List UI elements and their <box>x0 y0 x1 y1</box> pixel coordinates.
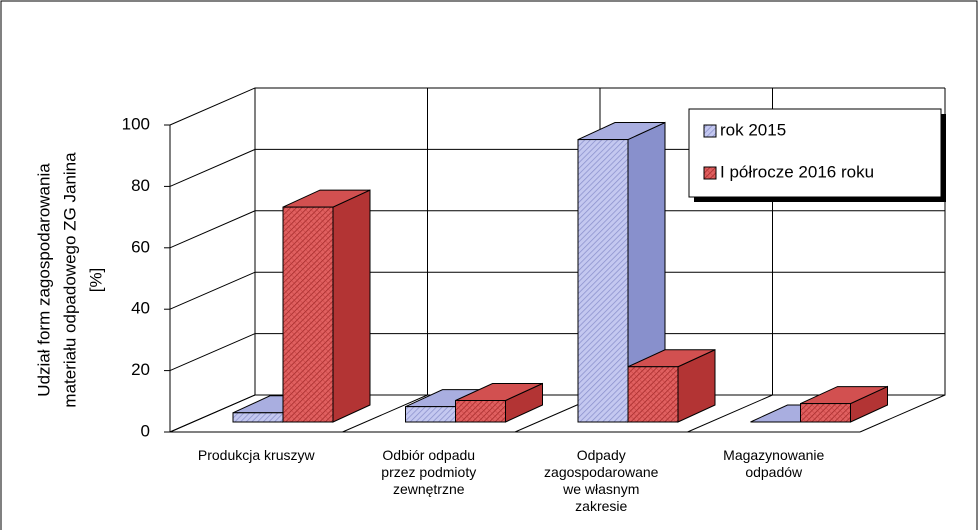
legend-swatch <box>703 166 717 180</box>
bar <box>455 382 543 423</box>
bar-front <box>577 139 629 423</box>
bar <box>282 189 371 423</box>
y-tick-label: 20 <box>131 360 150 379</box>
y-tick-label: 40 <box>131 299 150 318</box>
x-tick-label: Odbiór odpadu przez podmioty zewnętrzne <box>381 447 477 497</box>
y-axis-label: Udział form zagospodarowania materiału od… <box>34 152 105 408</box>
bar <box>627 348 716 423</box>
bar-front <box>405 406 456 423</box>
x-tick-label: Odpady zagospodarowane we własnym zakres… <box>544 447 659 514</box>
legend-label: rok 2015 <box>720 120 786 139</box>
bar-front <box>800 403 851 423</box>
x-tick-label: Produkcja kruszyw <box>197 447 315 463</box>
floor-divider <box>342 394 428 433</box>
bar <box>577 121 666 423</box>
y-axis-label-line: Udział form zagospodarowania <box>34 163 53 397</box>
bar-front <box>627 366 679 423</box>
grid-line <box>169 333 945 372</box>
bar <box>800 385 888 423</box>
y-tick-label: 0 <box>141 421 150 440</box>
legend-box <box>688 108 942 198</box>
grid-line <box>169 87 945 126</box>
y-tick-label: 80 <box>131 176 150 195</box>
x-tick-label: Magazynowanie odpadów <box>723 447 825 480</box>
legend-swatch <box>703 124 717 138</box>
bar-side <box>332 189 371 423</box>
bar-front <box>232 412 284 423</box>
bar-front <box>282 206 334 423</box>
y-axis-label-line: materiału odpadowego ZG Janina <box>60 152 79 408</box>
floor-divider <box>687 394 773 433</box>
legend: rok 2015 I półrocze 2016 roku <box>688 108 946 202</box>
legend-label: I półrocze 2016 roku <box>720 162 874 181</box>
y-axis-label-line: [%] <box>86 268 105 293</box>
bar-front <box>455 400 506 423</box>
y-tick-label: 100 <box>122 114 150 133</box>
y-tick-label: 60 <box>131 237 150 256</box>
grid-line <box>169 271 945 310</box>
grid-line <box>169 210 945 249</box>
